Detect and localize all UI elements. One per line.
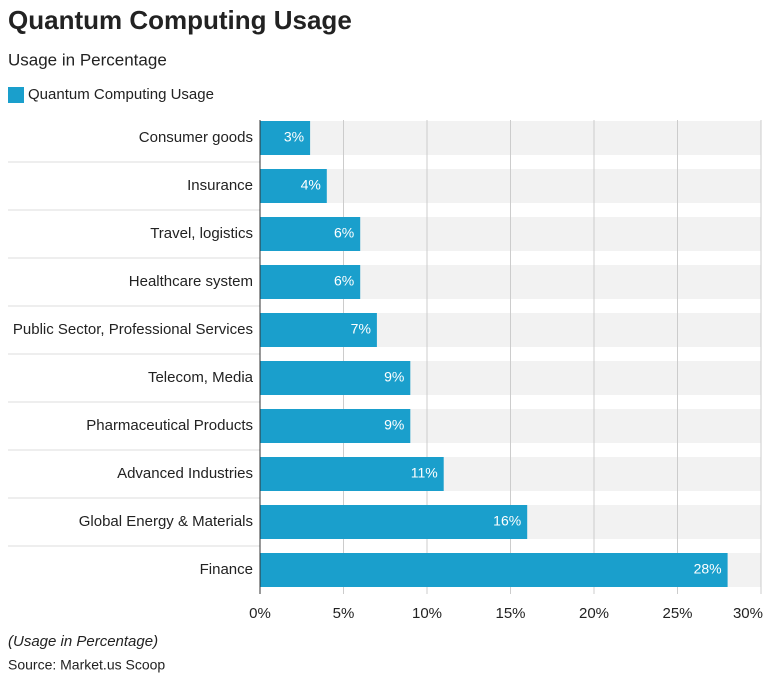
source: Source: Market.us Scoop bbox=[8, 657, 165, 673]
value-label: 4% bbox=[301, 177, 321, 193]
x-tick-label: 5% bbox=[333, 605, 355, 622]
x-tick-label: 0% bbox=[249, 605, 271, 622]
value-label: 28% bbox=[694, 561, 722, 577]
x-tick-label: 10% bbox=[412, 605, 442, 622]
legend-swatch bbox=[8, 87, 24, 103]
bar bbox=[260, 361, 411, 395]
bar bbox=[260, 457, 444, 491]
y-tick-label: Public Sector, Professional Services bbox=[13, 321, 253, 338]
bar bbox=[260, 313, 377, 347]
x-tick-label: 15% bbox=[495, 605, 525, 622]
legend-label: Quantum Computing Usage bbox=[28, 86, 214, 103]
y-tick-label: Consumer goods bbox=[139, 129, 253, 146]
value-label: 16% bbox=[493, 513, 521, 529]
value-label: 9% bbox=[384, 369, 404, 385]
value-label: 3% bbox=[284, 129, 304, 145]
x-tick-label: 20% bbox=[579, 605, 609, 622]
note: (Usage in Percentage) bbox=[8, 633, 158, 650]
x-tick-label: 30% bbox=[733, 605, 763, 622]
bar bbox=[260, 121, 311, 155]
y-tick-label: Telecom, Media bbox=[148, 369, 254, 386]
bar bbox=[260, 409, 411, 443]
value-label: 9% bbox=[384, 417, 404, 433]
y-tick-label: Pharmaceutical Products bbox=[86, 417, 253, 434]
bar bbox=[260, 505, 528, 539]
bar bbox=[260, 553, 728, 587]
x-tick-label: 25% bbox=[662, 605, 692, 622]
bar bbox=[260, 169, 327, 203]
y-tick-label: Travel, logistics bbox=[150, 225, 253, 242]
value-label: 7% bbox=[351, 321, 371, 337]
value-label: 11% bbox=[411, 465, 438, 481]
y-tick-label: Healthcare system bbox=[129, 273, 253, 290]
value-label: 6% bbox=[334, 225, 354, 241]
y-tick-label: Global Energy & Materials bbox=[79, 513, 253, 530]
chart-title: Quantum Computing Usage bbox=[8, 5, 352, 35]
y-tick-label: Insurance bbox=[187, 177, 253, 194]
bar bbox=[260, 217, 361, 251]
y-tick-label: Advanced Industries bbox=[117, 465, 253, 482]
y-tick-label: Finance bbox=[200, 561, 253, 578]
chart-subtitle: Usage in Percentage bbox=[8, 50, 167, 69]
bar bbox=[260, 265, 361, 299]
value-label: 6% bbox=[334, 273, 354, 289]
